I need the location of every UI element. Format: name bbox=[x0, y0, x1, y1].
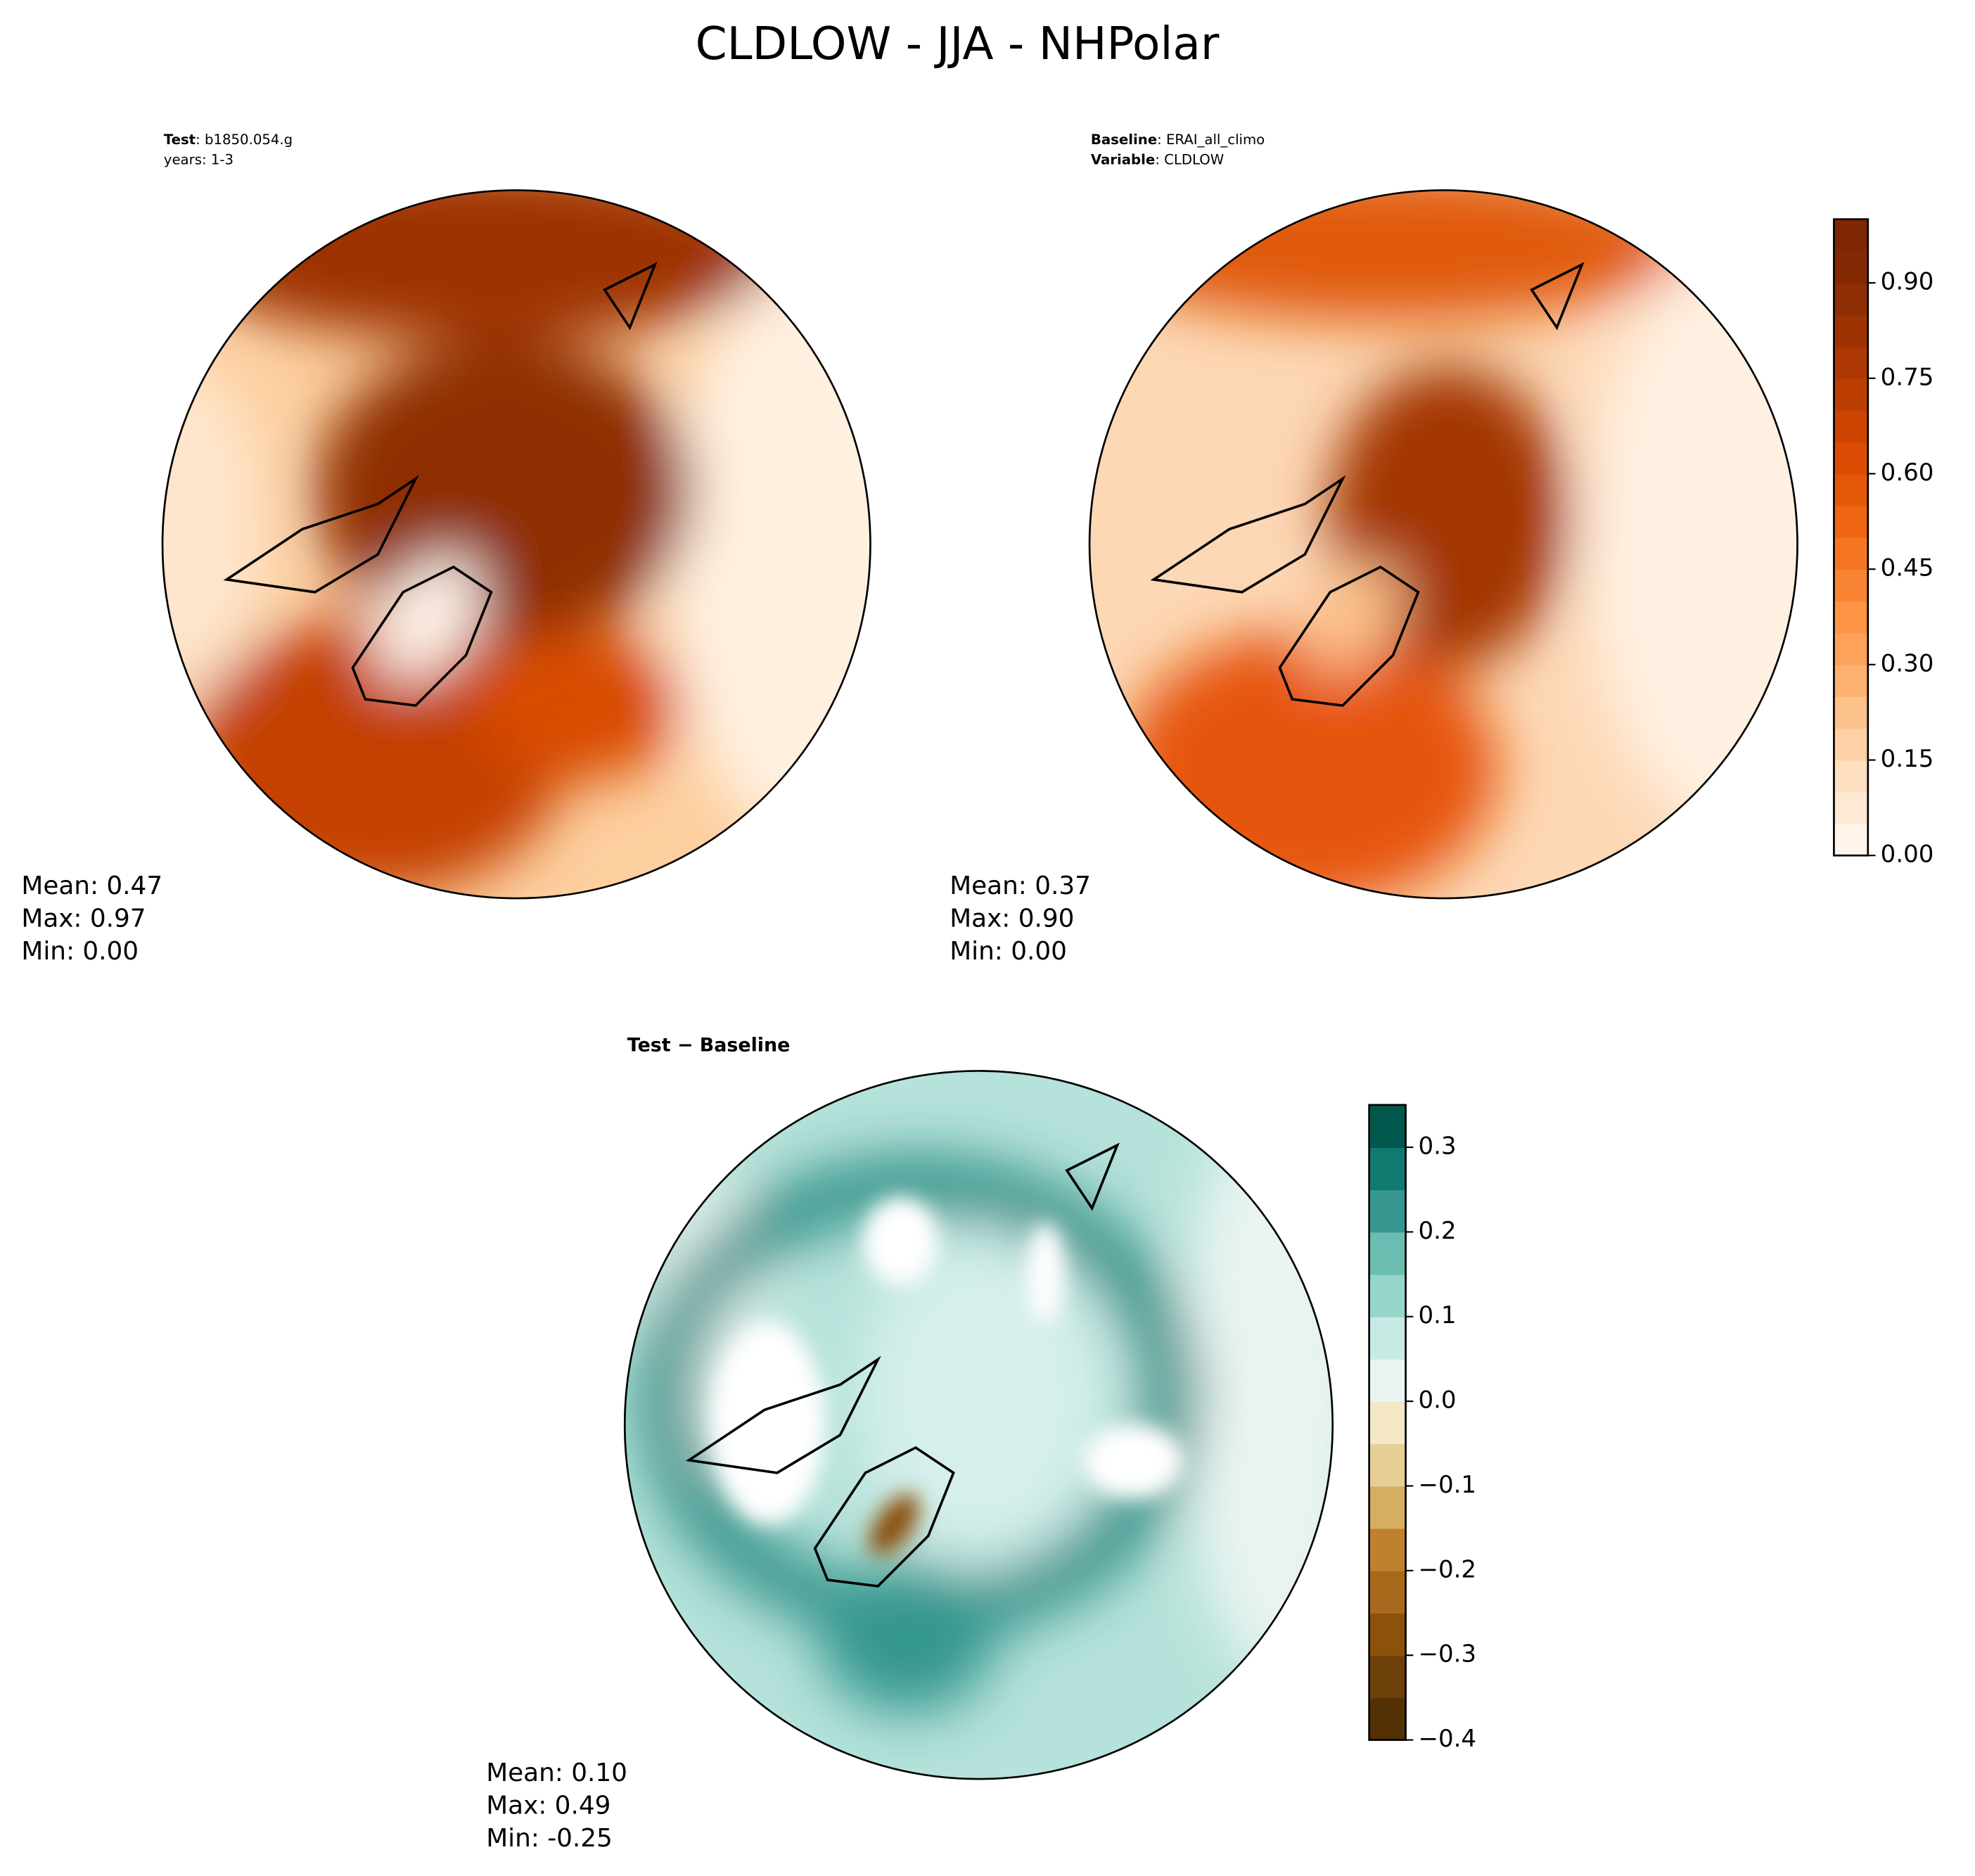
colorbar-segment bbox=[1369, 1232, 1406, 1275]
map-frame bbox=[1088, 189, 1798, 900]
panel-label-value: : CLDLOW bbox=[1155, 151, 1224, 167]
figure-title: CLDLOW - JJA - NHPolar bbox=[696, 18, 1220, 70]
colorbar-segment bbox=[1834, 664, 1868, 697]
stat-text: Min: -0.25 bbox=[486, 1824, 613, 1853]
panel-label-key: Variable bbox=[1091, 151, 1155, 167]
colorbar-segment bbox=[1834, 537, 1868, 570]
map-difference bbox=[625, 1071, 1333, 1780]
panel-label: Baseline: ERAI_all_climo bbox=[1091, 131, 1265, 147]
colorbar-segment bbox=[1834, 823, 1868, 857]
colorbar-segment bbox=[1369, 1358, 1406, 1402]
colorbar-segment bbox=[1369, 1486, 1406, 1529]
stat-text: Min: 0.00 bbox=[950, 937, 1067, 966]
panel-label-key: Test bbox=[164, 131, 196, 147]
colorbar-tick-label: 0.0 bbox=[1418, 1386, 1456, 1415]
stat-text: Max: 0.90 bbox=[950, 905, 1074, 933]
map-frame bbox=[623, 1070, 1334, 1780]
panel-label-key: Test − Baseline bbox=[627, 1034, 791, 1056]
stat-text: Min: 0.00 bbox=[21, 937, 139, 966]
colorbar-tick-label: −0.3 bbox=[1418, 1640, 1476, 1668]
panel-label-value: years: 1-3 bbox=[164, 151, 234, 167]
colorbar-segment bbox=[1834, 219, 1868, 252]
colorbar-segment bbox=[1834, 346, 1868, 379]
colorbar-segment bbox=[1834, 283, 1868, 316]
colorbar-tick-label: 0.45 bbox=[1881, 554, 1934, 582]
colorbar-tick-label: 0.75 bbox=[1881, 363, 1934, 391]
colorbar-tick-label: 0.90 bbox=[1881, 268, 1934, 296]
colorbar-segment bbox=[1834, 791, 1868, 824]
colorbar-tick-label: −0.2 bbox=[1418, 1555, 1476, 1583]
colorbar-segment bbox=[1834, 473, 1868, 506]
colorbar-segment bbox=[1369, 1570, 1406, 1614]
colorbar-segment bbox=[1834, 410, 1868, 443]
map-test bbox=[162, 190, 871, 899]
colorbar-tick-label: 0.1 bbox=[1418, 1301, 1456, 1329]
colorbar-segment bbox=[1369, 1613, 1406, 1657]
stat-text: Max: 0.97 bbox=[21, 905, 146, 933]
colorbar-segment bbox=[1369, 1189, 1406, 1233]
colorbar-tick-label: −0.4 bbox=[1418, 1725, 1476, 1753]
map-frame bbox=[161, 189, 871, 900]
colorbar-segment bbox=[1369, 1401, 1406, 1445]
colorbar-segment bbox=[1834, 696, 1868, 729]
stat-text: Max: 0.49 bbox=[486, 1791, 611, 1820]
colorbar-tick-label: 0.60 bbox=[1881, 459, 1934, 487]
colorbar-segment bbox=[1369, 1274, 1406, 1317]
colorbar-segment bbox=[1369, 1147, 1406, 1191]
panel-label-value: : b1850.054.g bbox=[196, 131, 293, 147]
panel-label: Test: b1850.054.g bbox=[164, 131, 293, 147]
colorbar-segment bbox=[1834, 250, 1868, 284]
panel-label: Test − Baseline bbox=[627, 1034, 791, 1056]
panel-label: years: 1-3 bbox=[164, 151, 234, 167]
stat-text: Mean: 0.37 bbox=[950, 872, 1091, 900]
panel-label-key: Baseline bbox=[1091, 131, 1157, 147]
colorbar-frame bbox=[1833, 218, 1869, 857]
colorbar-segment bbox=[1369, 1443, 1406, 1487]
colorbar-tick-label: 0.00 bbox=[1881, 841, 1934, 869]
colorbar-segment bbox=[1369, 1528, 1406, 1571]
colorbar-segment bbox=[1834, 601, 1868, 634]
colorbar-tick-label: 0.30 bbox=[1881, 649, 1934, 677]
panel-label-value: : ERAI_all_climo bbox=[1157, 131, 1265, 147]
map-baseline bbox=[1089, 190, 1798, 899]
colorbar-tick-label: 0.2 bbox=[1418, 1217, 1456, 1245]
colorbar-segment bbox=[1369, 1655, 1406, 1699]
colorbar-segment bbox=[1834, 505, 1868, 538]
colorbar-segment bbox=[1369, 1104, 1406, 1148]
colorbar-tick-label: 0.15 bbox=[1881, 745, 1934, 773]
colorbar-segment bbox=[1834, 442, 1868, 475]
colorbar-segment bbox=[1369, 1316, 1406, 1360]
colorbar-segment bbox=[1834, 632, 1868, 665]
colorbar-segment bbox=[1834, 378, 1868, 411]
colorbar-segment bbox=[1369, 1697, 1406, 1741]
colorbar-segment bbox=[1834, 760, 1868, 793]
colorbar-tick-label: −0.1 bbox=[1418, 1471, 1476, 1499]
colorbar-segment bbox=[1834, 728, 1868, 761]
colorbar-frame bbox=[1368, 1104, 1407, 1741]
colorbar-segment bbox=[1834, 314, 1868, 347]
colorbar-segment bbox=[1834, 569, 1868, 602]
colorbar-tick-label: 0.3 bbox=[1418, 1132, 1456, 1161]
panel-label: Variable: CLDLOW bbox=[1091, 151, 1224, 167]
stat-text: Mean: 0.47 bbox=[21, 872, 162, 900]
stat-text: Mean: 0.10 bbox=[486, 1759, 627, 1787]
